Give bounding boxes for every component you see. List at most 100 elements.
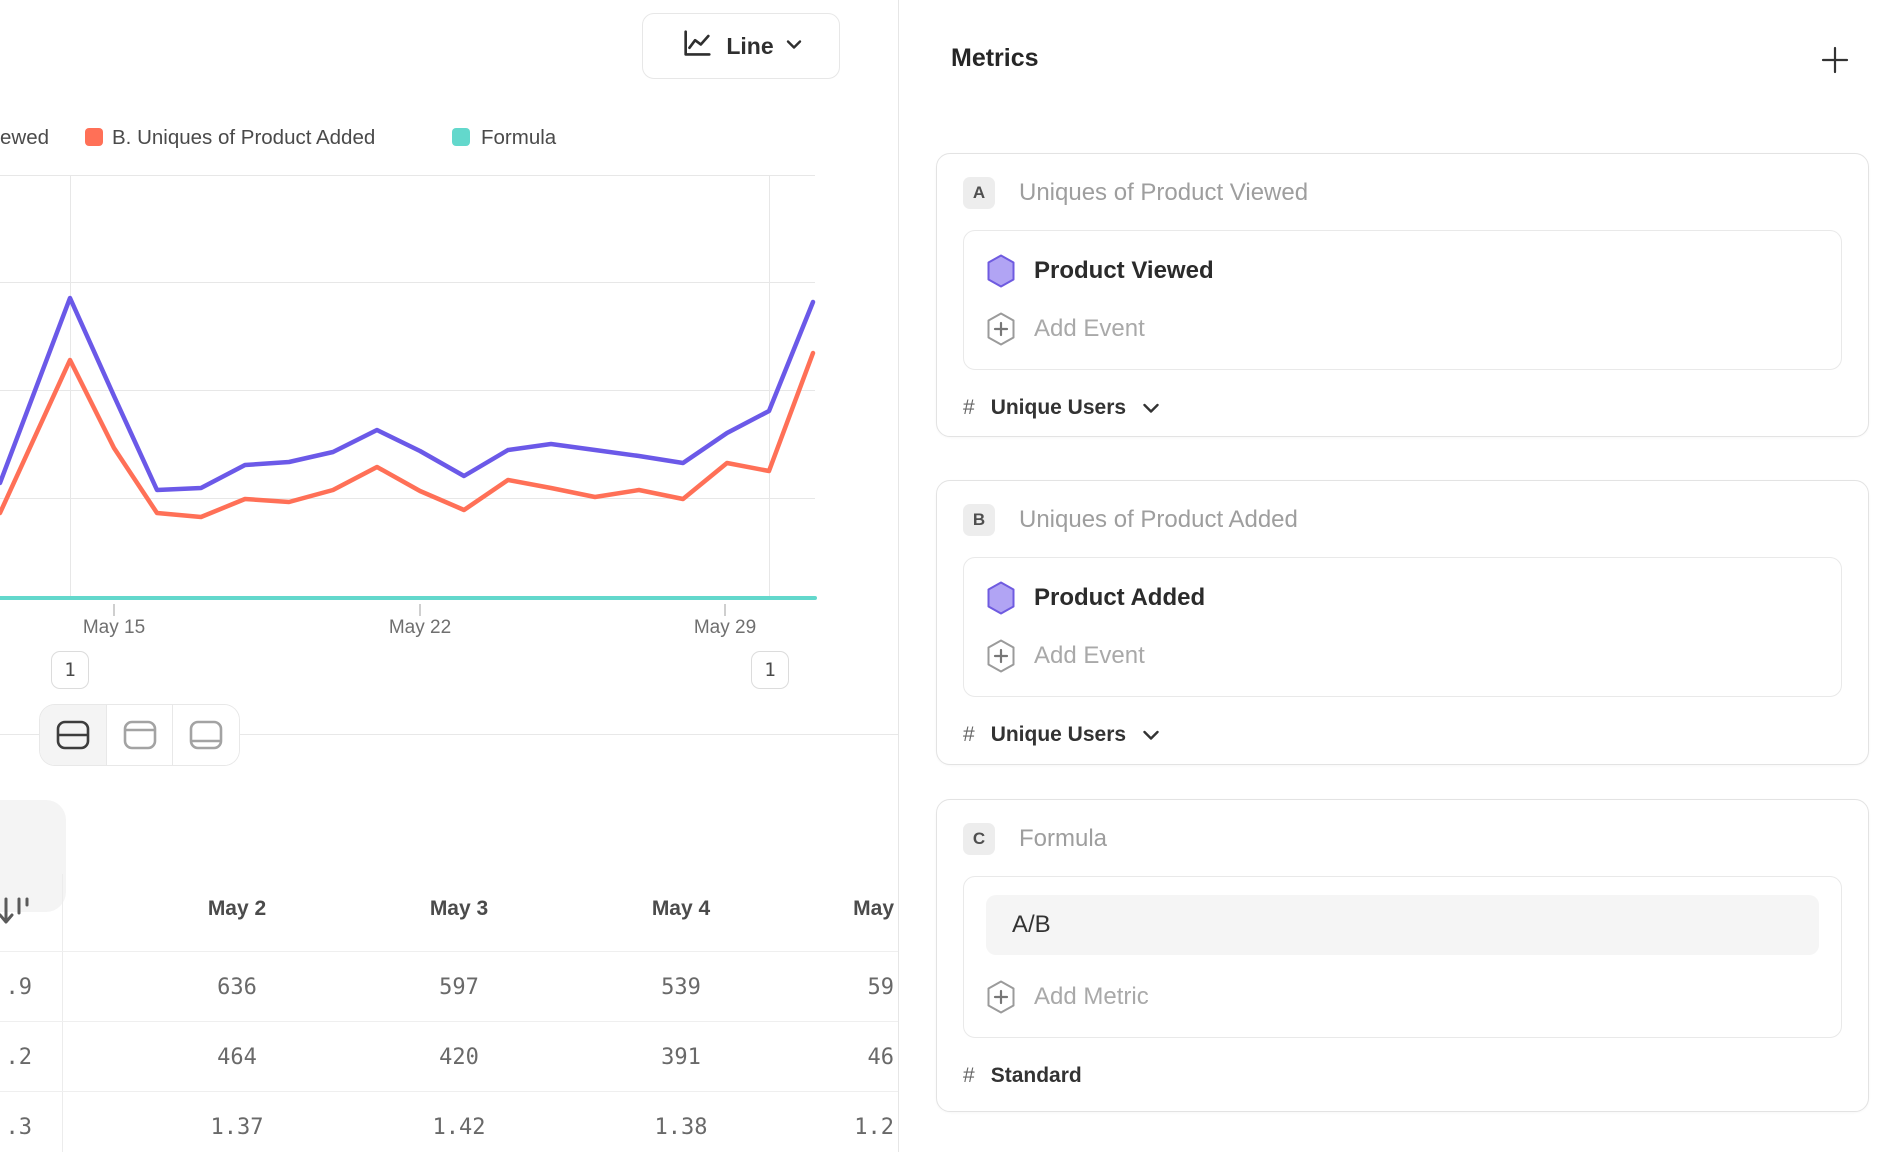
split-view-icon bbox=[56, 720, 90, 750]
measurement-dropdown[interactable]: # Unique Users bbox=[963, 721, 1842, 749]
frozen-column-divider bbox=[62, 874, 63, 1152]
metrics-panel: Metrics A Uniques of Product Viewed Prod… bbox=[898, 0, 1898, 1152]
event-box: Product Viewed Add Event bbox=[963, 230, 1842, 370]
add-event-hexagon-icon bbox=[987, 639, 1015, 673]
formula-input[interactable]: A/B bbox=[986, 895, 1819, 955]
event-hexagon-icon bbox=[987, 581, 1015, 615]
chevron-down-icon bbox=[1143, 403, 1159, 413]
metric-name[interactable]: Uniques of Product Added bbox=[1019, 506, 1298, 533]
chevron-down-icon bbox=[1143, 730, 1159, 740]
chart-top-view-icon bbox=[123, 720, 156, 750]
annotation-badge-2[interactable]: 1 bbox=[751, 651, 789, 689]
axis-tick bbox=[113, 604, 115, 616]
legend-item-formula[interactable]: Formula bbox=[481, 126, 557, 149]
table-cell: .3 bbox=[5, 1114, 33, 1140]
add-event-label: Add Event bbox=[1034, 642, 1145, 669]
chart-series-svg bbox=[0, 295, 817, 600]
table-cell: .2 bbox=[5, 1044, 33, 1070]
formula-type-label: Standard bbox=[990, 1064, 1082, 1087]
table-cell: 464 bbox=[217, 1044, 257, 1070]
layout-chart-only-button[interactable] bbox=[105, 705, 173, 765]
add-metric-button[interactable]: Add Metric bbox=[986, 975, 1819, 1019]
table-cell: 539 bbox=[661, 974, 701, 1000]
hash-icon: # bbox=[963, 1064, 975, 1087]
axis-label-may15: May 15 bbox=[82, 617, 146, 638]
axis-tick bbox=[419, 604, 421, 616]
add-event-button[interactable]: Add Event bbox=[986, 307, 1819, 351]
metric-letter-badge: B bbox=[963, 504, 995, 536]
gridline-horizontal bbox=[0, 175, 815, 176]
table-cell: 1.37 bbox=[210, 1114, 264, 1140]
formula-type-control[interactable]: # Standard bbox=[963, 1062, 1842, 1090]
measurement-label: Unique Users bbox=[990, 723, 1127, 746]
legend-swatch-b bbox=[85, 128, 103, 146]
add-metric-hexagon-icon bbox=[987, 980, 1015, 1014]
chart-type-dropdown[interactable]: Line bbox=[642, 13, 840, 79]
series-line-B[interactable] bbox=[0, 350, 816, 520]
chart-type-label: Line bbox=[726, 32, 774, 59]
metric-letter-badge: A bbox=[963, 177, 995, 209]
event-name: Product Viewed bbox=[1034, 257, 1214, 284]
column-header-may2[interactable]: May 2 bbox=[207, 897, 267, 920]
event-row-product-added[interactable]: Product Added bbox=[986, 576, 1819, 620]
add-metric-label: Add Metric bbox=[1034, 983, 1149, 1010]
table-cell: 1.2 bbox=[854, 1114, 894, 1140]
metric-card-a: A Uniques of Product Viewed Product View… bbox=[936, 153, 1869, 437]
layout-toggle-group bbox=[39, 704, 240, 766]
metric-name[interactable]: Formula bbox=[1019, 825, 1108, 852]
formula-box: A/B Add Metric bbox=[963, 876, 1842, 1038]
column-header-may3[interactable]: May 3 bbox=[429, 897, 489, 920]
hash-icon: # bbox=[963, 723, 975, 746]
table-cell: 1.38 bbox=[654, 1114, 708, 1140]
gridline-horizontal bbox=[0, 390, 815, 391]
measurement-dropdown[interactable]: # Unique Users bbox=[963, 394, 1842, 422]
measurement-label: Unique Users bbox=[990, 396, 1127, 419]
table-cell: .9 bbox=[5, 974, 33, 1000]
annotation-badge-1[interactable]: 1 bbox=[51, 651, 89, 689]
chevron-down-icon bbox=[786, 37, 802, 55]
layout-table-only-button[interactable] bbox=[172, 705, 239, 765]
line-chart-plot-area bbox=[0, 175, 898, 600]
axis-label-may29: May 29 bbox=[693, 617, 757, 638]
legend-item-a-truncated[interactable]: ewed bbox=[0, 126, 50, 149]
gridline-horizontal bbox=[0, 282, 815, 283]
row-separator bbox=[0, 951, 898, 952]
table-row-formula: .3 1.37 1.42 1.38 1.2 bbox=[0, 1092, 898, 1152]
table-cell: 636 bbox=[217, 974, 257, 1000]
metric-letter-badge: C bbox=[963, 823, 995, 855]
event-row-product-viewed[interactable]: Product Viewed bbox=[986, 249, 1819, 293]
metric-card-b: B Uniques of Product Added Product Added bbox=[936, 480, 1869, 765]
chart-section: Line ewed B. Uniques of Product Added Fo… bbox=[0, 0, 898, 1152]
series-line-A[interactable] bbox=[0, 295, 816, 493]
add-event-label: Add Event bbox=[1034, 315, 1145, 342]
table-cell: 597 bbox=[439, 974, 479, 1000]
axis-tick bbox=[724, 604, 726, 616]
add-event-button[interactable]: Add Event bbox=[986, 634, 1819, 678]
axis-label-may22: May 22 bbox=[388, 617, 452, 638]
row-separator bbox=[0, 1021, 898, 1022]
event-hexagon-icon bbox=[987, 254, 1015, 288]
add-metric-plus-button[interactable] bbox=[1817, 42, 1853, 78]
metric-card-formula: C Formula A/B Add Metric # Standard bbox=[936, 799, 1869, 1112]
layout-split-view-button[interactable] bbox=[40, 705, 106, 765]
section-divider bbox=[0, 734, 898, 735]
legend-swatch-formula bbox=[452, 128, 470, 146]
clipped-table-control[interactable] bbox=[0, 800, 66, 912]
gridline-annotation-2 bbox=[769, 175, 770, 600]
metric-name[interactable]: Uniques of Product Viewed bbox=[1019, 179, 1309, 206]
metrics-panel-title: Metrics bbox=[951, 44, 1039, 72]
event-name: Product Added bbox=[1034, 584, 1206, 611]
hash-icon: # bbox=[963, 396, 975, 419]
chart-bottom-view-icon bbox=[189, 720, 223, 750]
column-header-may5-clipped[interactable]: May bbox=[853, 897, 894, 920]
column-header-may4[interactable]: May 4 bbox=[651, 897, 711, 920]
table-cell: 1.42 bbox=[432, 1114, 486, 1140]
sort-descending-icon[interactable] bbox=[0, 894, 33, 935]
legend-item-b[interactable]: B. Uniques of Product Added bbox=[112, 126, 376, 149]
table-cell: 46 bbox=[867, 1044, 895, 1070]
table-cell: 391 bbox=[661, 1044, 701, 1070]
event-box: Product Added Add Event bbox=[963, 557, 1842, 697]
table-cell: 59 bbox=[867, 974, 895, 1000]
row-separator bbox=[0, 1091, 898, 1092]
